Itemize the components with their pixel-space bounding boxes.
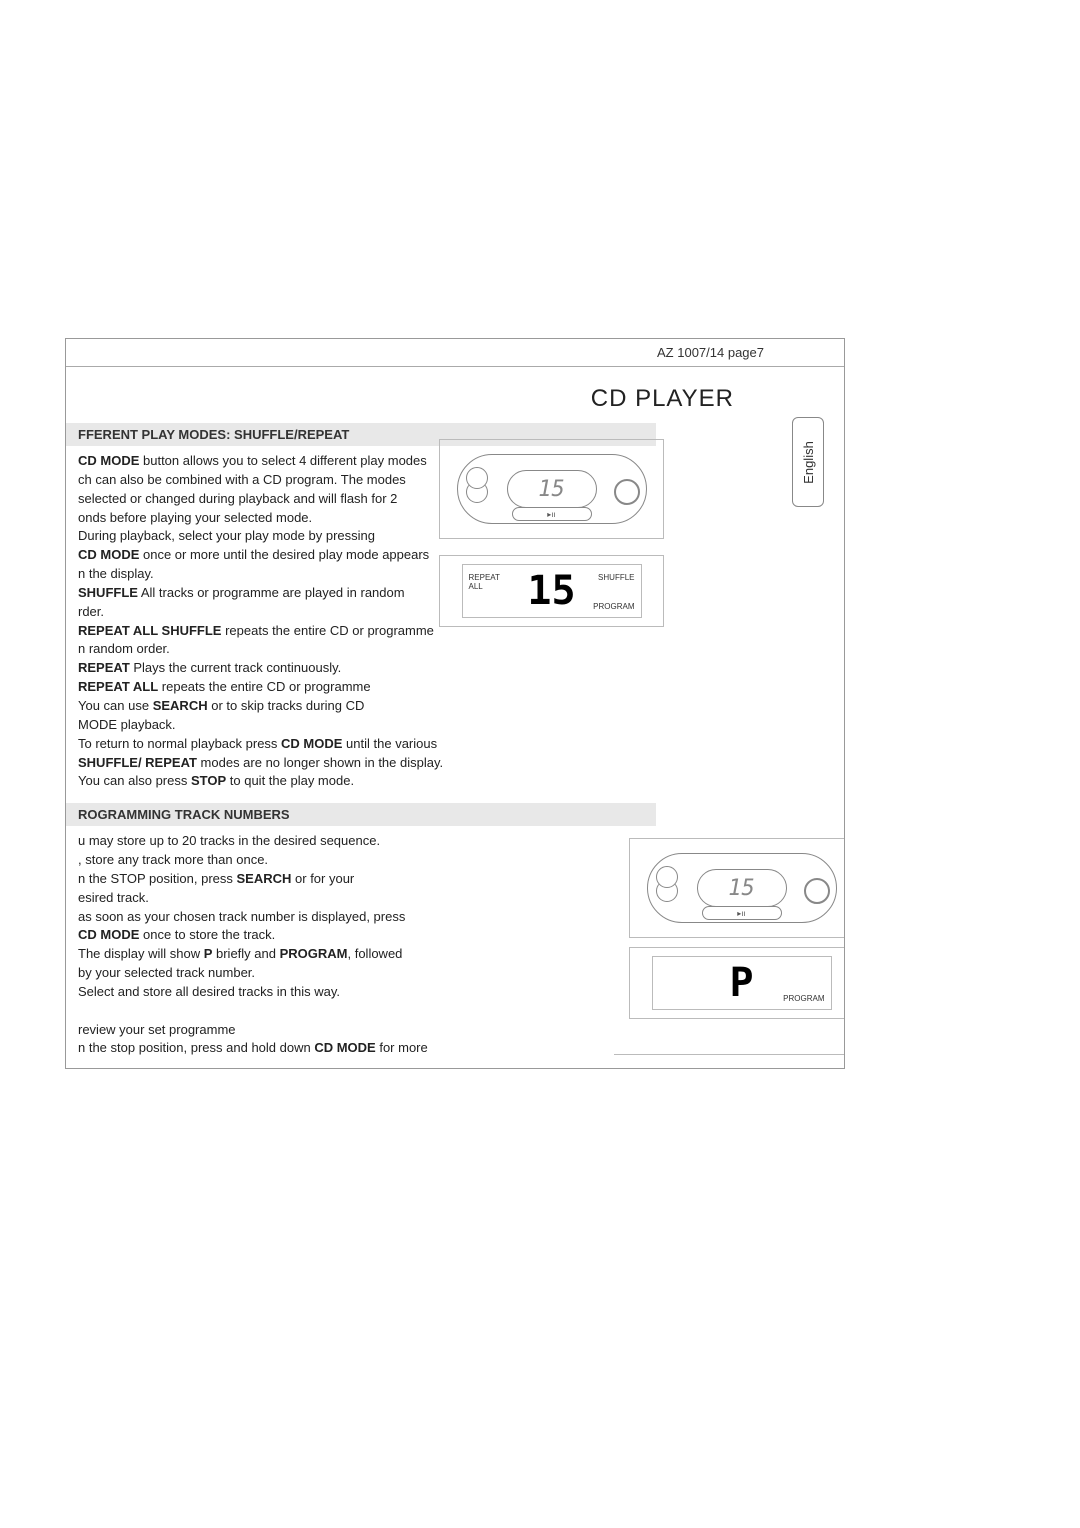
display-inner: P PROGRAM [652, 956, 832, 1010]
t: Select and store all desired tracks in t… [78, 984, 340, 999]
t: REPEAT [78, 660, 130, 675]
manual-page-frame: AZ 1007/14 page7 CD PLAYER English FFERE… [65, 338, 845, 1069]
lcd-display: 15 [697, 869, 787, 907]
knob-icon [466, 467, 488, 489]
t: The display will show [78, 946, 204, 961]
t: SHUFFLE [78, 585, 138, 600]
t: rder. [78, 604, 104, 619]
t: onds before playing your selected mode. [78, 510, 312, 525]
device-outline: 15 ▸ıı [457, 454, 647, 524]
t: All tracks or programme are played in ra… [138, 585, 405, 600]
play-button-icon: ▸ıı [702, 906, 782, 920]
track-number: 15 [527, 571, 575, 611]
t: review your set programme [78, 1022, 236, 1037]
t: modes are no longer shown in the display… [197, 755, 443, 770]
knob-icon [804, 878, 830, 904]
t: button allows you to select 4 different … [139, 453, 426, 468]
t: esired track. [78, 890, 149, 905]
t: , store any track more than once. [78, 852, 268, 867]
t: MODE playback. [78, 717, 176, 732]
t: PROGRAM [280, 946, 348, 961]
t: SHUFFLE/ REPEAT [78, 755, 197, 770]
t: Plays the current track continuously. [130, 660, 341, 675]
display-inner: REPEAT ALL 15 SHUFFLE PROGRAM [462, 564, 642, 618]
t: once to store the track. [139, 927, 275, 942]
t: repeats the entire CD or programme [221, 623, 433, 638]
page-title: CD PLAYER [66, 367, 844, 417]
t: ch can also be combined with a CD progra… [78, 472, 406, 487]
program-symbol: P [729, 963, 753, 1003]
play-button-icon: ▸ıı [512, 507, 592, 521]
t: as soon as your chosen track number is d… [78, 909, 405, 924]
t: SEARCH [237, 871, 292, 886]
device-outline: 15 ▸ıı [647, 853, 837, 923]
program-label: PROGRAM [783, 994, 824, 1003]
header-row: AZ 1007/14 page7 [66, 339, 844, 367]
t: SEARCH [153, 698, 208, 713]
figure-display-modes: REPEAT ALL 15 SHUFFLE PROGRAM [439, 555, 664, 627]
figure-device-bottom: 15 ▸ıı [629, 838, 845, 938]
t: for more [376, 1040, 428, 1055]
t: CD MODE [314, 1040, 375, 1055]
knob-icon [656, 866, 678, 888]
programming-text: u may store up to 20 tracks in the desir… [78, 832, 508, 1058]
shuffle-label: SHUFFLE [598, 573, 634, 582]
t: briefly and [212, 946, 279, 961]
repeat-all-label: REPEAT ALL [469, 573, 500, 591]
lcd-display: 15 [507, 470, 597, 508]
t: During playback, select your play mode b… [78, 528, 375, 543]
t: CD MODE [78, 927, 139, 942]
t: You can also press [78, 773, 191, 788]
t: REPEAT ALL [78, 679, 158, 694]
t: to quit the play mode. [226, 773, 354, 788]
t: once or more until the desired play mode… [139, 547, 429, 562]
t: n the stop position, press and hold down [78, 1040, 314, 1055]
t: , followed [347, 946, 402, 961]
t: by your selected track number. [78, 965, 255, 980]
figure-display-program: P PROGRAM [629, 947, 845, 1019]
divider [614, 1054, 845, 1055]
knob-icon [614, 479, 640, 505]
t: CD MODE [78, 547, 139, 562]
t: n random order. [78, 641, 170, 656]
t: selected or changed during playback and … [78, 491, 397, 506]
t: repeats the entire CD or programme [158, 679, 370, 694]
t: n the display. [78, 566, 154, 581]
program-label: PROGRAM [593, 602, 634, 611]
t: You can use [78, 698, 153, 713]
t: CD MODE [78, 453, 139, 468]
t: or for your [291, 871, 354, 886]
page-reference: AZ 1007/14 page7 [657, 345, 764, 360]
t: To return to normal playback press [78, 736, 281, 751]
section-heading-programming: ROGRAMMING TRACK NUMBERS [66, 803, 656, 826]
t: or to skip tracks during CD [208, 698, 365, 713]
t: until the various [342, 736, 437, 751]
t: STOP [191, 773, 226, 788]
t: n the STOP position, press [78, 871, 237, 886]
t: REPEAT ALL SHUFFLE [78, 623, 221, 638]
figure-device-top: 15 ▸ıı [439, 439, 664, 539]
t: u may store up to 20 tracks in the desir… [78, 833, 380, 848]
t: CD MODE [281, 736, 342, 751]
